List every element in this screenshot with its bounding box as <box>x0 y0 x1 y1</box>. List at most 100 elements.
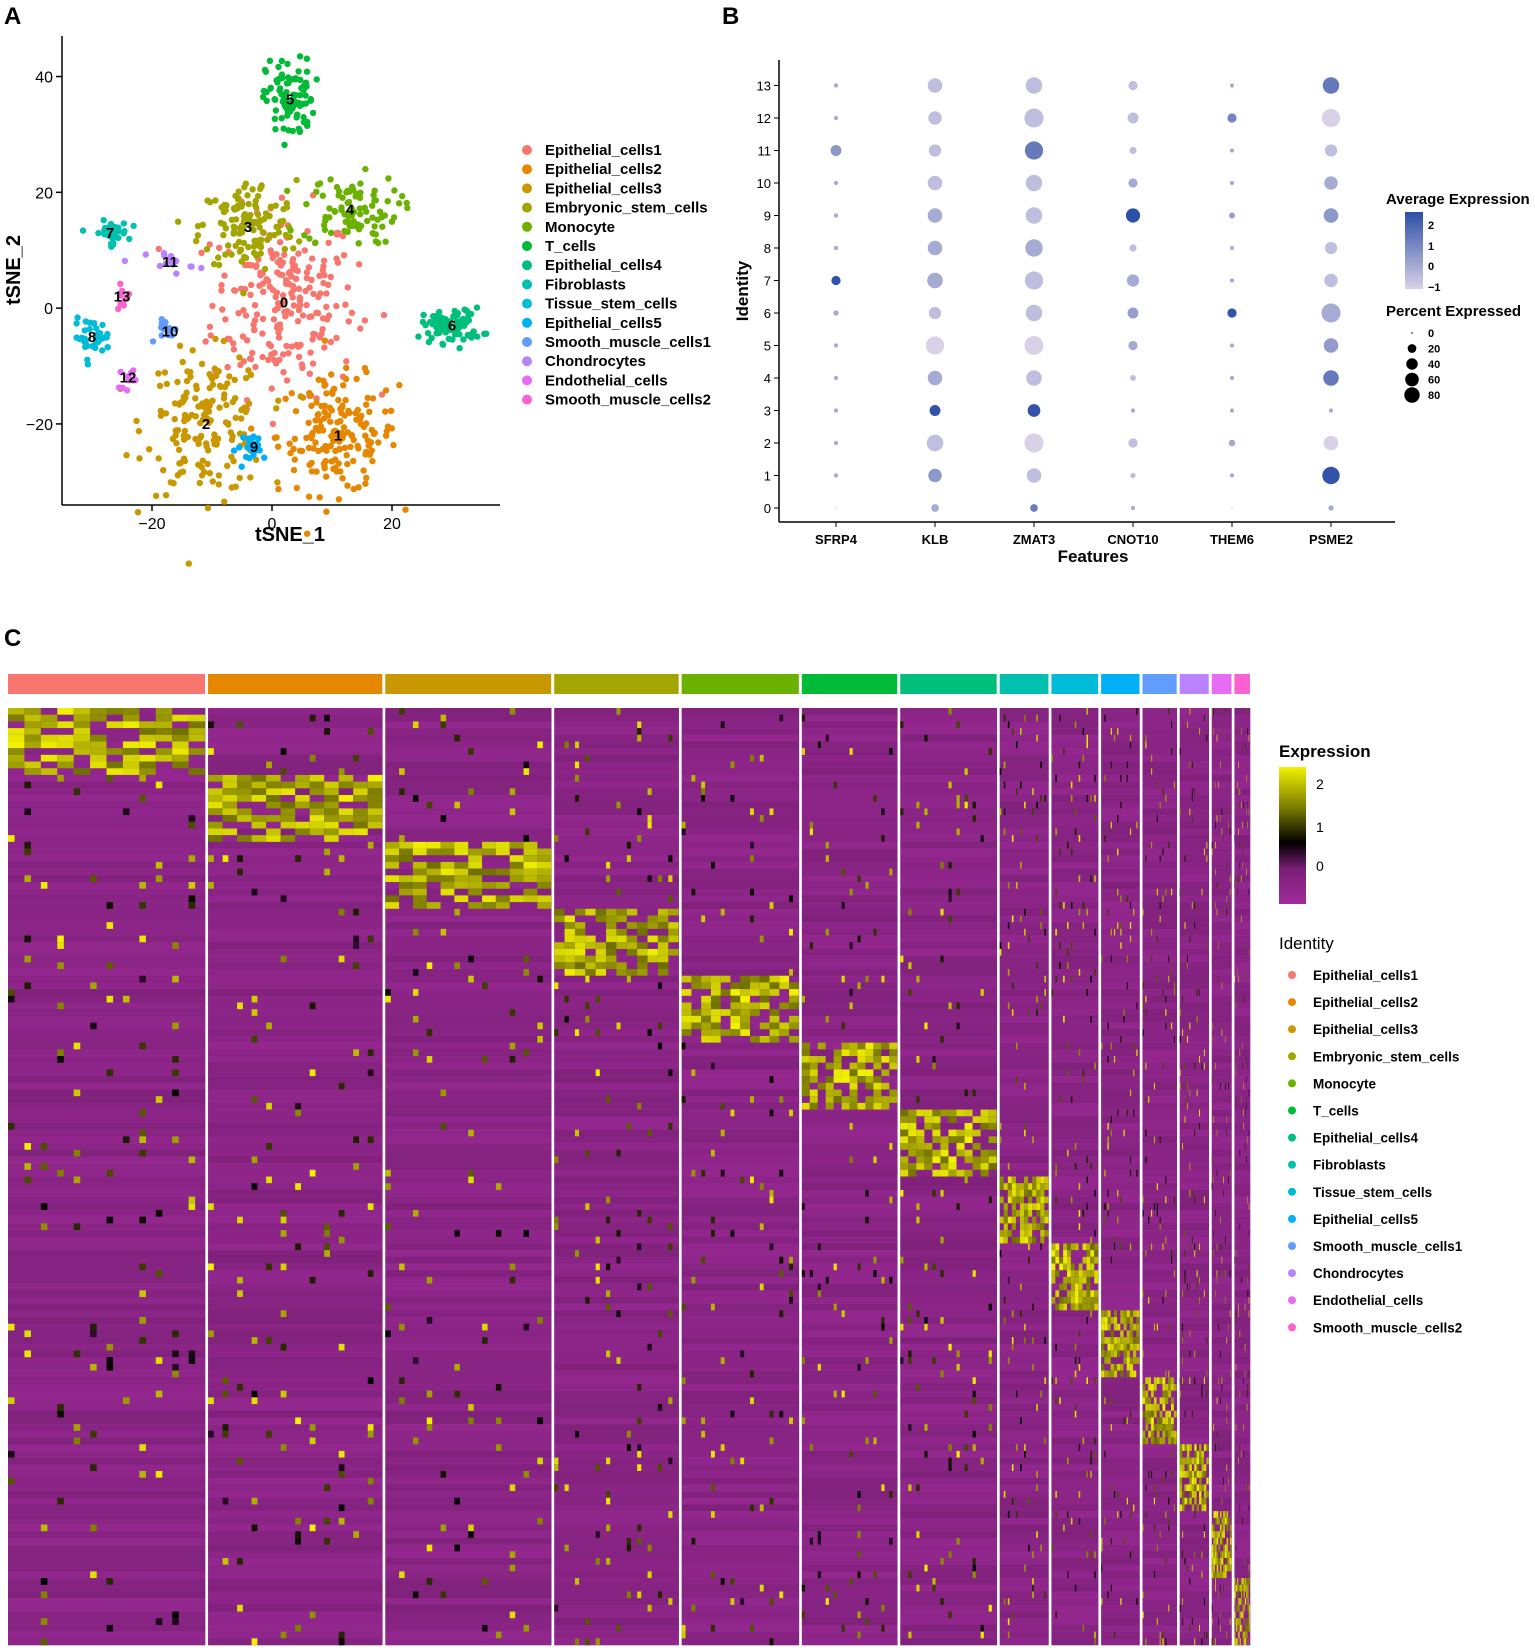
heatmap-row <box>681 815 800 823</box>
heatmap-cell <box>324 1537 330 1545</box>
heatmap-cell <box>1024 1337 1026 1345</box>
heatmap-cell <box>637 1383 642 1391</box>
heatmap-row <box>681 1089 800 1097</box>
dotplot-point <box>1229 245 1235 251</box>
heatmap-row <box>8 1209 206 1217</box>
heatmap-cell <box>701 788 706 796</box>
heatmap-row <box>8 1062 206 1070</box>
heatmap-cell <box>1074 1283 1079 1291</box>
heatmap-cell <box>1078 1183 1081 1191</box>
heatmap-cell <box>873 795 877 802</box>
heatmap-row <box>385 1256 552 1264</box>
tsne-point <box>332 456 339 463</box>
heatmap-cell <box>40 768 58 776</box>
tsne-point <box>249 349 256 357</box>
heatmap-cell <box>1129 1323 1134 1331</box>
heatmap-cell <box>237 1457 243 1465</box>
heatmap-cell <box>367 801 383 809</box>
heatmap-cell <box>1126 1109 1128 1117</box>
heatmap-row <box>554 1557 679 1565</box>
heatmap-cell <box>833 1062 842 1070</box>
heatmap-cell <box>1110 1317 1114 1325</box>
heatmap-row <box>681 1531 800 1539</box>
tsne-x-tick-label: 20 <box>383 516 401 533</box>
heatmap-row <box>554 922 679 930</box>
tsne-point <box>209 302 216 310</box>
heatmap-cell <box>1133 1109 1135 1117</box>
heatmap-cell <box>1028 1203 1033 1211</box>
tsne-point <box>309 360 317 367</box>
heatmap-cell <box>90 748 107 756</box>
heatmap-row <box>385 1303 552 1311</box>
heatmap-row <box>999 741 1049 749</box>
heatmap-cell <box>367 1377 374 1385</box>
heatmap-cell <box>964 795 968 802</box>
tsne-point <box>236 474 243 482</box>
heatmap-cell <box>595 1638 600 1646</box>
tsne-point <box>335 192 342 199</box>
heatmap-cell <box>367 935 374 943</box>
heatmap-cell <box>295 1109 301 1117</box>
heatmap-cell <box>440 888 455 896</box>
tsne-point <box>281 141 288 148</box>
heatmap-cell <box>251 1035 258 1043</box>
heatmap-row <box>900 741 997 749</box>
tsne-point <box>376 208 384 215</box>
tsne-point <box>230 340 237 347</box>
heatmap-row <box>8 1390 206 1398</box>
heatmap-row <box>554 1390 679 1398</box>
tsne-point <box>333 229 340 237</box>
heatmap-row <box>554 1009 679 1017</box>
heatmap-cell <box>8 761 25 769</box>
heatmap-cell <box>779 1169 784 1177</box>
heatmap-cell <box>1101 1310 1105 1318</box>
heatmap-row <box>385 815 552 823</box>
heatmap-row <box>8 1611 206 1619</box>
heatmap-cell <box>948 915 952 923</box>
heatmap-row <box>8 1082 206 1090</box>
heatmap-row <box>681 1578 800 1586</box>
tsne-point <box>303 530 311 537</box>
heatmap-row <box>1142 928 1177 936</box>
tsne-point <box>231 224 239 231</box>
heatmap-cell <box>208 1263 214 1271</box>
tsne-point <box>360 423 368 430</box>
tsne-point <box>363 474 370 482</box>
heatmap-row <box>208 1062 383 1070</box>
heatmap-cell <box>1086 1156 1088 1164</box>
heatmap-cell <box>595 1531 600 1539</box>
heatmap-row <box>554 955 679 963</box>
heatmap-cell <box>857 1363 861 1371</box>
dotplot-point <box>833 213 839 218</box>
heatmap-row <box>999 1524 1049 1532</box>
heatmap-row <box>1101 1564 1140 1572</box>
tsne-point <box>320 427 327 434</box>
heatmap-row <box>999 1136 1049 1144</box>
heatmap-cell <box>1142 1029 1144 1037</box>
heatmap-cell <box>139 1149 146 1157</box>
heatmap-row <box>999 1169 1049 1177</box>
heatmap-row <box>385 1069 552 1077</box>
dotplot-point <box>1025 304 1043 322</box>
heatmap-row <box>900 1370 997 1378</box>
heatmap-cell <box>849 1069 858 1077</box>
heatmap-row <box>554 1196 679 1204</box>
heatmap-cell <box>399 848 413 856</box>
tsne-point <box>282 395 289 402</box>
heatmap-cell <box>841 1102 850 1110</box>
heatmap-row <box>900 1470 997 1478</box>
heatmap-cell <box>338 1209 345 1217</box>
heatmap-cell <box>1059 1256 1064 1264</box>
heatmap-cell <box>122 754 140 762</box>
heatmap-cell <box>426 848 441 856</box>
tsne-point <box>298 447 306 455</box>
heatmap-row <box>999 1343 1049 1351</box>
heatmap-cell <box>1120 1343 1124 1351</box>
heatmap-cell <box>1129 935 1132 943</box>
heatmap-cell <box>574 1250 580 1258</box>
heatmap-cell <box>353 795 368 802</box>
tsne-point <box>156 382 164 389</box>
dotplot-point <box>1227 308 1237 318</box>
heatmap-row <box>8 1143 206 1151</box>
heatmap-row <box>554 1584 679 1592</box>
